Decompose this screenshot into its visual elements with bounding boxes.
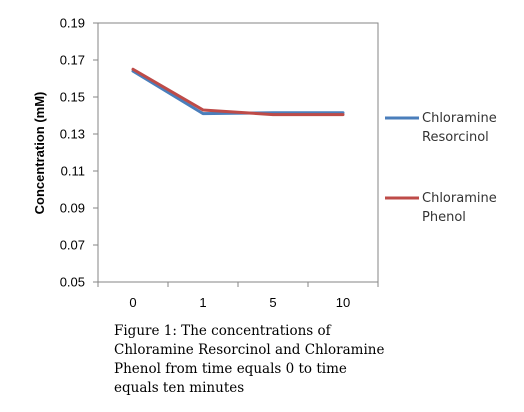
series-line-0 <box>131 69 345 116</box>
plot-frame <box>97 22 379 283</box>
y-tick-label: 0.05 <box>60 275 85 290</box>
y-axis: 0.19 0.17 0.15 0.13 0.11 0.09 0.07 0.05 <box>60 16 98 290</box>
series-lines <box>131 67 345 117</box>
legend-label-line: Chloramine <box>422 191 497 206</box>
caption-line: Figure 1: The concentrations of <box>114 323 331 339</box>
caption-line: Chloramine Resorcinol and Chloramine <box>114 342 385 358</box>
x-tick-label: 5 <box>269 295 276 310</box>
y-tick-label: 0.13 <box>60 127 85 142</box>
legend-label-line: Chloramine <box>422 111 497 126</box>
y-tick-label: 0.11 <box>61 164 85 179</box>
x-tick-label: 10 <box>336 295 350 310</box>
y-tick-label: 0.09 <box>60 201 85 216</box>
x-axis: 0 1 5 10 <box>97 282 379 310</box>
y-tick-label: 0.19 <box>60 16 85 31</box>
plot-border <box>97 22 379 283</box>
y-tick-label: 0.15 <box>60 90 85 105</box>
series-line-1 <box>131 67 345 117</box>
legend-label-line: Phenol <box>422 210 466 225</box>
legend-label-0: Chloramine Resorcinol <box>422 111 497 145</box>
y-tick-label: 0.07 <box>60 238 85 253</box>
y-tick-label: 0.17 <box>60 53 85 68</box>
figure-caption: Figure 1: The concentrations of Chlorami… <box>114 322 444 398</box>
legend: Chloramine Resorcinol Chloramine Phenol <box>385 111 497 225</box>
caption-line: Phenol from time equals 0 to time <box>114 361 347 377</box>
y-axis-title: Concentration (mM) <box>32 92 47 215</box>
x-tick-label: 1 <box>199 295 206 310</box>
legend-label-1: Chloramine Phenol <box>422 191 497 225</box>
line-chart: 0.19 0.17 0.15 0.13 0.11 0.09 0.07 0.05 0 1 5 10 C… <box>32 16 497 311</box>
legend-label-line: Resorcinol <box>422 130 489 145</box>
caption-line: equals ten minutes <box>114 380 245 396</box>
x-tick-label: 0 <box>129 295 136 310</box>
